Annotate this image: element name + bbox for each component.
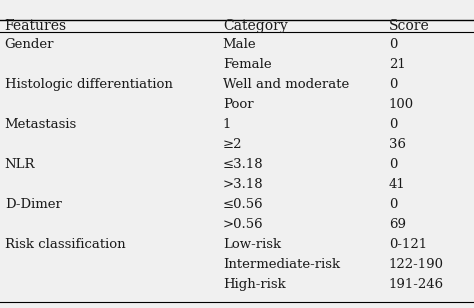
Text: 0-121: 0-121 [389, 238, 427, 251]
Text: 0: 0 [389, 158, 397, 171]
Text: Poor: Poor [223, 98, 254, 111]
Text: Female: Female [223, 58, 272, 71]
Text: 36: 36 [389, 138, 406, 151]
Text: Gender: Gender [5, 38, 54, 51]
Text: 0: 0 [389, 78, 397, 91]
Text: Intermediate-risk: Intermediate-risk [223, 258, 340, 271]
Text: Histologic differentiation: Histologic differentiation [5, 78, 173, 91]
Text: >0.56: >0.56 [223, 218, 264, 231]
Text: Risk classification: Risk classification [5, 238, 125, 251]
Text: 122-190: 122-190 [389, 258, 444, 271]
Text: ≤0.56: ≤0.56 [223, 198, 264, 211]
Text: 41: 41 [389, 178, 405, 191]
Text: Male: Male [223, 38, 256, 51]
Text: Well and moderate: Well and moderate [223, 78, 349, 91]
Text: Score: Score [389, 19, 429, 33]
Text: 0: 0 [389, 38, 397, 51]
Text: 0: 0 [389, 118, 397, 131]
Text: >3.18: >3.18 [223, 178, 264, 191]
Text: 100: 100 [389, 98, 414, 111]
Text: Features: Features [5, 19, 67, 33]
Text: High-risk: High-risk [223, 278, 285, 291]
Text: 69: 69 [389, 218, 406, 231]
Text: 0: 0 [389, 198, 397, 211]
Text: 191-246: 191-246 [389, 278, 444, 291]
Text: D-Dimer: D-Dimer [5, 198, 62, 211]
Text: 1: 1 [223, 118, 231, 131]
Text: ≥2: ≥2 [223, 138, 242, 151]
Text: Metastasis: Metastasis [5, 118, 77, 131]
Text: Low-risk: Low-risk [223, 238, 281, 251]
Text: NLR: NLR [5, 158, 35, 171]
Text: Category: Category [223, 19, 288, 33]
Text: ≤3.18: ≤3.18 [223, 158, 264, 171]
Text: 21: 21 [389, 58, 405, 71]
